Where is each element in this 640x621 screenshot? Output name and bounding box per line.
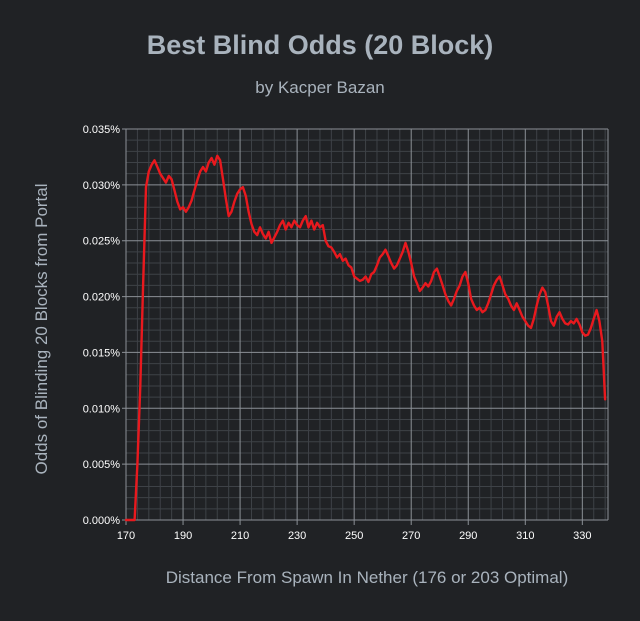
chart-title: Best Blind Odds (20 Block) <box>146 30 494 60</box>
series-line <box>124 154 607 522</box>
x-tick-label: 230 <box>288 530 306 542</box>
x-tick-label: 210 <box>231 530 249 542</box>
y-tick-label: 0.015% <box>83 347 121 359</box>
series-group <box>124 154 607 522</box>
minor-gridlines <box>126 129 608 520</box>
y-tick-label: 0.035% <box>83 124 121 136</box>
y-axis-label: Odds of Blinding 20 Blocks from Portal <box>32 183 51 475</box>
major-gridlines <box>122 128 609 525</box>
chart-subtitle: by Kacper Bazan <box>255 78 385 97</box>
y-tick-label: 0.020% <box>83 292 121 304</box>
y-tick-label: 0.010% <box>83 403 121 415</box>
x-tick-label: 250 <box>345 530 363 542</box>
x-tick-label: 270 <box>402 530 420 542</box>
x-tick-label: 290 <box>459 530 477 542</box>
y-axis-ticks: 0.000% 0.005% 0.010% 0.015% 0.020% 0.025% 0.03… <box>83 124 121 527</box>
y-tick-label: 0.030% <box>83 180 121 192</box>
x-tick-label: 310 <box>516 530 534 542</box>
x-axis-label: Distance From Spawn In Nether (176 or 20… <box>165 568 569 587</box>
x-tick-label: 170 <box>117 530 135 542</box>
x-tick-label: 330 <box>573 530 591 542</box>
y-tick-label: 0.005% <box>83 459 121 471</box>
y-tick-label: 0.000% <box>83 515 121 527</box>
y-tick-label: 0.025% <box>83 236 121 248</box>
x-tick-label: 190 <box>174 530 192 542</box>
x-axis-ticks: 170 190 210 230 250 270 290 310 330 <box>117 530 592 542</box>
